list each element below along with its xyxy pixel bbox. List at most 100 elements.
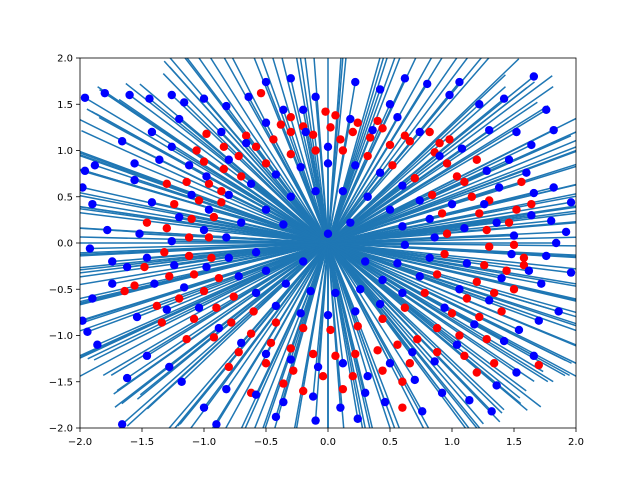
red-point bbox=[420, 288, 429, 298]
blue-point bbox=[507, 249, 516, 259]
blue-point bbox=[509, 231, 519, 240]
blue-point bbox=[529, 351, 539, 361]
blue-point bbox=[93, 340, 102, 349]
red-point bbox=[445, 135, 454, 144]
red-point bbox=[271, 318, 281, 327]
blue-point bbox=[385, 359, 395, 368]
blue-point bbox=[425, 253, 434, 262]
connecting-line bbox=[265, 58, 433, 355]
red-point bbox=[160, 248, 169, 257]
blue-point bbox=[187, 190, 196, 200]
blue-point bbox=[306, 286, 315, 296]
connecting-line bbox=[80, 192, 502, 279]
blue-point bbox=[279, 397, 288, 407]
blue-point bbox=[470, 320, 479, 329]
blue-point bbox=[527, 140, 536, 150]
red-point bbox=[388, 161, 397, 170]
red-point bbox=[204, 179, 214, 188]
blue-point bbox=[380, 397, 390, 407]
red-point bbox=[219, 164, 229, 174]
red-point bbox=[427, 190, 437, 200]
red-point bbox=[214, 273, 224, 283]
red-point bbox=[480, 261, 489, 270]
blue-point bbox=[455, 285, 464, 294]
red-point bbox=[534, 360, 543, 370]
x-tick-label: −2.0 bbox=[68, 437, 92, 448]
connecting-line bbox=[223, 58, 423, 412]
red-point bbox=[192, 146, 201, 155]
blue-point bbox=[261, 77, 271, 87]
blue-point bbox=[375, 168, 385, 177]
blue-point bbox=[261, 205, 271, 214]
x-tick-label: 1.0 bbox=[444, 437, 460, 448]
red-point bbox=[199, 157, 209, 166]
connecting-line bbox=[220, 131, 501, 423]
connecting-line bbox=[275, 174, 470, 428]
blue-point bbox=[199, 225, 209, 235]
blue-point bbox=[338, 187, 348, 196]
blue-point bbox=[237, 218, 246, 227]
red-point bbox=[413, 335, 422, 344]
blue-point bbox=[566, 268, 576, 277]
connecting-line bbox=[250, 183, 542, 408]
blue-point bbox=[246, 179, 256, 188]
blue-point bbox=[135, 229, 144, 238]
red-point bbox=[410, 174, 419, 183]
blue-point bbox=[455, 77, 464, 87]
red-point bbox=[435, 138, 444, 148]
red-point bbox=[385, 140, 395, 150]
red-point bbox=[249, 307, 258, 316]
red-point bbox=[286, 113, 295, 122]
red-point bbox=[440, 249, 449, 259]
blue-point bbox=[224, 190, 233, 200]
x-tick-label: −1.0 bbox=[192, 437, 216, 448]
red-point bbox=[502, 266, 511, 275]
red-point bbox=[348, 127, 357, 137]
blue-point bbox=[351, 77, 360, 87]
blue-point bbox=[529, 188, 539, 198]
red-point bbox=[482, 225, 491, 235]
blue-point bbox=[204, 205, 214, 214]
red-point bbox=[286, 344, 295, 353]
red-point bbox=[405, 359, 415, 368]
blue-point bbox=[311, 416, 320, 425]
blue-point bbox=[224, 253, 233, 262]
red-point bbox=[207, 253, 216, 262]
blue-point bbox=[170, 261, 179, 270]
connecting-line bbox=[302, 109, 364, 428]
connecting-line bbox=[190, 172, 381, 428]
red-point bbox=[189, 270, 199, 279]
red-point bbox=[373, 116, 382, 126]
blue-point bbox=[398, 288, 407, 298]
blue-point bbox=[512, 127, 521, 137]
red-point bbox=[286, 150, 295, 159]
blue-point bbox=[524, 266, 534, 275]
connecting-line bbox=[97, 86, 383, 281]
red-point bbox=[157, 318, 167, 327]
red-point bbox=[378, 314, 387, 324]
blue-point bbox=[529, 72, 539, 81]
red-point bbox=[308, 130, 318, 139]
connecting-line bbox=[314, 58, 342, 421]
blue-point bbox=[549, 183, 558, 192]
blue-point bbox=[400, 74, 410, 83]
blue-point bbox=[385, 205, 395, 214]
red-point bbox=[234, 347, 243, 357]
red-point bbox=[261, 159, 271, 168]
x-tick-label: 0.0 bbox=[320, 437, 336, 448]
blue-point bbox=[311, 92, 320, 102]
blue-point bbox=[378, 275, 387, 285]
red-point bbox=[517, 177, 526, 187]
blue-point bbox=[561, 227, 571, 237]
red-point bbox=[338, 384, 348, 394]
connecting-line bbox=[136, 146, 576, 318]
red-point bbox=[442, 229, 452, 238]
blue-point bbox=[423, 79, 432, 89]
red-point bbox=[184, 233, 194, 242]
blue-point bbox=[286, 74, 295, 83]
connecting-line bbox=[80, 214, 532, 278]
blue-point bbox=[425, 214, 434, 224]
blue-point bbox=[487, 407, 496, 416]
red-point bbox=[331, 111, 340, 120]
